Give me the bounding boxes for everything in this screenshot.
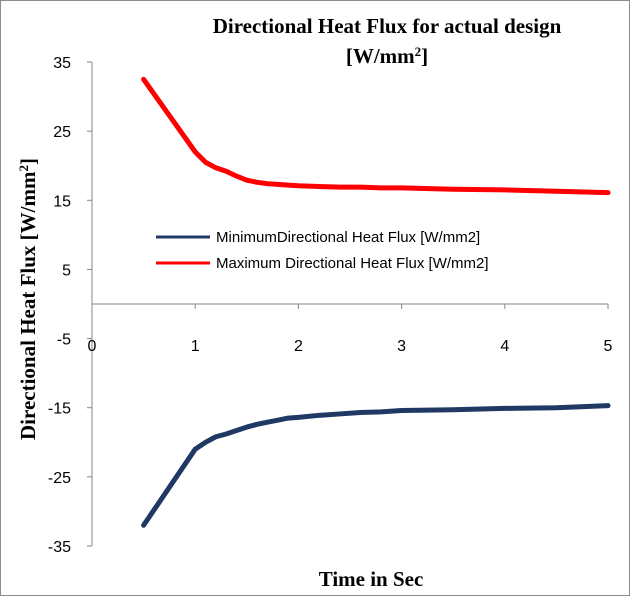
chart-title-line1: Directional Heat Flux for actual design <box>213 14 562 38</box>
x-tick-label: 0 <box>88 338 97 355</box>
y-axis-title-end: ] <box>16 158 40 165</box>
chart-title-line2: [W/mm2] <box>346 44 428 69</box>
y-tick-label: 25 <box>53 124 71 141</box>
chart-title-unit-sup: 2 <box>415 44 422 59</box>
y-tick-label: -25 <box>48 470 71 487</box>
chart-title-unit-end: ] <box>421 44 428 68</box>
x-tick-label: 1 <box>191 338 200 355</box>
y-axis-title: Directional Heat Flux [W/mm2] <box>16 158 41 440</box>
x-tick-label: 2 <box>294 338 303 355</box>
y-axis-title-main: Directional Heat Flux [W/mm <box>16 171 40 440</box>
series-line-0 <box>141 403 611 528</box>
legend-label-min: MinimumDirectional Heat Flux [W/mm2] <box>216 229 480 246</box>
y-tick-label: 5 <box>62 262 71 279</box>
x-tick-label: 4 <box>500 338 509 355</box>
x-axis-title: Time in Sec <box>319 567 424 591</box>
y-tick-label: 35 <box>53 55 71 72</box>
y-ticks: 35 25 15 5 -5 -15 -25 -35 <box>48 55 92 556</box>
series-group <box>141 76 611 528</box>
series-line-1 <box>141 76 611 196</box>
x-tick-label: 3 <box>397 338 406 355</box>
chart-title-unit: [W/mm <box>346 44 415 68</box>
y-axis-title-sup: 2 <box>16 165 31 172</box>
y-tick-label: -35 <box>48 539 71 556</box>
y-tick-label: -5 <box>57 332 71 349</box>
legend-label-max: Maximum Directional Heat Flux [W/mm2] <box>216 255 489 272</box>
legend: MinimumDirectional Heat Flux [W/mm2] Max… <box>156 229 489 272</box>
x-tick-label: 5 <box>604 338 613 355</box>
x-ticks: 0 1 2 3 4 5 <box>88 304 613 355</box>
y-tick-label: -15 <box>48 401 71 418</box>
y-tick-label: 15 <box>53 193 71 210</box>
